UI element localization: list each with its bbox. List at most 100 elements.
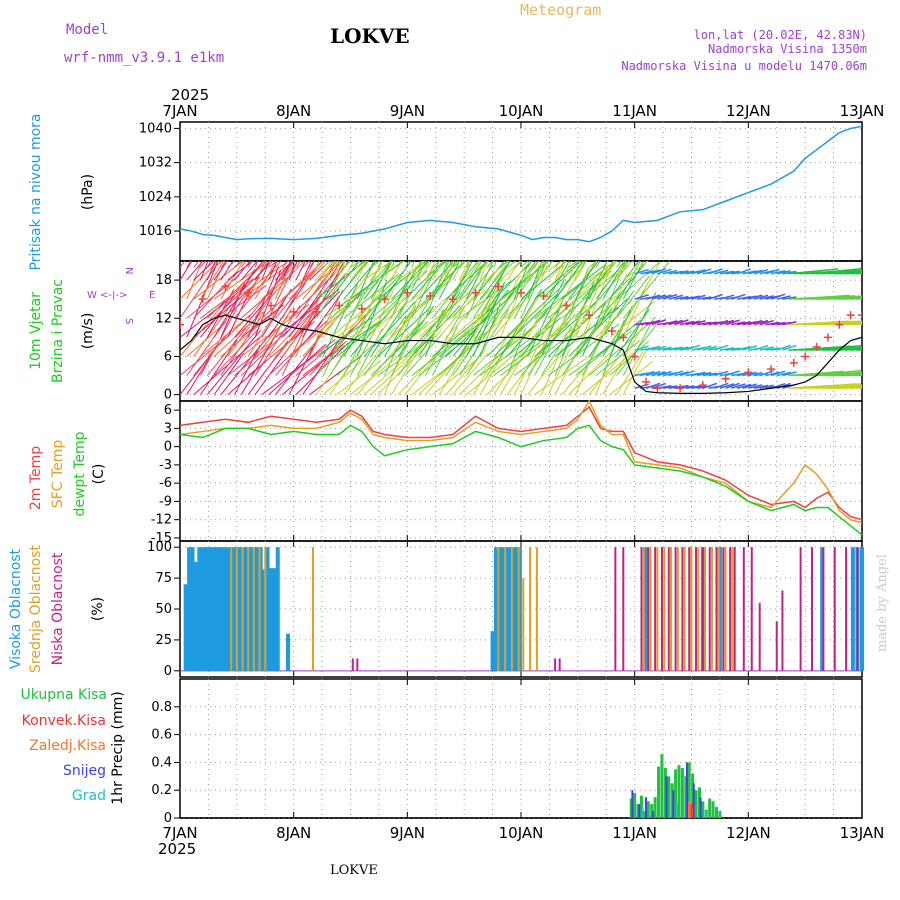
- cloud-bar-0: [644, 547, 649, 671]
- wind-arrow: [315, 261, 320, 268]
- cloud-bar-1: [690, 547, 693, 671]
- wind-arrow: [561, 307, 610, 376]
- wind-arrow: [493, 340, 542, 376]
- wind-arrow: [719, 347, 735, 351]
- wind-arrow: [696, 268, 712, 275]
- wind-arrow: [200, 261, 207, 268]
- wind-arrow: [731, 383, 746, 389]
- wind-arrow: [702, 321, 718, 326]
- wind-arrow: [315, 272, 347, 319]
- wind-arrow: [657, 346, 672, 351]
- cloud-bar-2: [554, 658, 557, 671]
- wind-arrow: [714, 319, 729, 326]
- year-top: 2025: [171, 86, 209, 104]
- precip-bar-0: [667, 776, 671, 818]
- precip-bar-0: [629, 798, 633, 818]
- wind-arrow: [234, 261, 251, 281]
- cloud-bar-0: [255, 547, 260, 671]
- cloud-bar-0: [190, 547, 195, 671]
- wind-arrow: [472, 261, 489, 281]
- precip-bar-0: [639, 795, 643, 818]
- wind-arrow: [609, 261, 614, 268]
- precip-bar-0: [650, 804, 654, 818]
- wind-arrow: [662, 293, 678, 300]
- wind-arrow: [679, 270, 695, 275]
- temp-line-0: [179, 405, 863, 521]
- wind-arrow: [856, 298, 862, 300]
- cloud-bar-0: [204, 547, 209, 671]
- wind-unit: (m/s): [80, 313, 96, 350]
- wind-gust-mark: [721, 374, 730, 383]
- wind-arrow: [588, 354, 621, 395]
- wind-arrow: [541, 261, 582, 300]
- cloud-bar-0: [228, 547, 233, 671]
- precip-bar-0: [646, 801, 650, 818]
- wind-arrow: [288, 261, 327, 300]
- wind-arrow: [662, 385, 678, 390]
- time-label-top: 12JAN: [726, 102, 771, 120]
- wind-arrow: [662, 320, 678, 326]
- wind-arrow: [275, 261, 293, 281]
- wind-arrow: [657, 370, 672, 377]
- wind-arrow: [782, 371, 797, 377]
- model-name: wrf-nmm_v3.9.1 e1km: [64, 50, 224, 66]
- cloud-bar-0: [262, 569, 267, 671]
- cloud-title-low: Niska Oblacnost: [50, 552, 66, 665]
- y-tick-label-clouds: 0: [164, 664, 172, 679]
- y-tick-label-precip: 0.8: [151, 700, 172, 715]
- y-tick-label-wind: 18: [155, 273, 172, 288]
- precip-legend-1: Konvek.Kisa: [22, 713, 106, 729]
- wind-arrow: [782, 270, 797, 275]
- wind-arrow: [568, 261, 579, 268]
- precip-bar-0: [694, 790, 698, 818]
- wind-arrow: [452, 352, 489, 395]
- wind-arrow: [697, 296, 712, 300]
- y-tick-label-wind: 6: [164, 349, 172, 364]
- cloud-bar-1: [717, 547, 720, 671]
- wind-arrow: [622, 261, 645, 300]
- wind-gust-mark: [539, 292, 548, 300]
- temp-title-sfc: SFC Temp: [50, 440, 66, 509]
- wind-arrow: [343, 261, 377, 300]
- wind-arrow: [575, 336, 622, 376]
- wind-gust-mark: [221, 282, 230, 291]
- y-tick-label-pressure: 1016: [139, 224, 172, 239]
- wind-gust-mark: [335, 301, 344, 310]
- wind-arrow: [759, 295, 774, 300]
- wind-gust-mark: [744, 368, 753, 377]
- wind-arrow: [513, 290, 543, 338]
- y-tick-label-wind: 0: [164, 388, 172, 403]
- wind-arrow: [748, 319, 763, 326]
- wind-arrow: [336, 261, 344, 268]
- wind-arrow: [431, 262, 478, 319]
- wind-arrow: [459, 283, 521, 338]
- wind-arrow: [268, 266, 295, 319]
- wind-arrow: [206, 261, 226, 300]
- wind-arrow: [356, 271, 404, 319]
- wind-arrow: [685, 344, 701, 351]
- cloud-bar-0: [221, 547, 226, 671]
- y-tick-label-wind: 12: [155, 311, 172, 326]
- wind-arrow: [261, 262, 298, 300]
- wind-arrow: [472, 261, 506, 300]
- wind-arrow: [725, 370, 740, 377]
- wind-arrows: [180, 261, 862, 396]
- wind-arrow: [404, 281, 449, 319]
- wind-arrow: [500, 261, 522, 281]
- wind-arrow: [697, 321, 712, 326]
- cloud-bar-0: [272, 568, 277, 671]
- cloud-bar-0: [193, 562, 198, 671]
- wind-arrow: [186, 261, 203, 300]
- wind-arrow: [657, 268, 672, 275]
- wind-arrow: [288, 261, 293, 268]
- wind-arrow: [568, 272, 602, 338]
- wind-arrow: [302, 261, 335, 300]
- cloud-title-high: Visoka Oblacnost: [8, 548, 24, 669]
- wind-arrow: [731, 321, 746, 326]
- wind-arrow: [753, 344, 769, 351]
- wind-arrow: [404, 261, 424, 281]
- cloud-bar-1: [704, 547, 707, 671]
- wind-arrow: [759, 319, 774, 326]
- wind-arrow: [609, 340, 650, 376]
- wind-arrow: [350, 309, 392, 357]
